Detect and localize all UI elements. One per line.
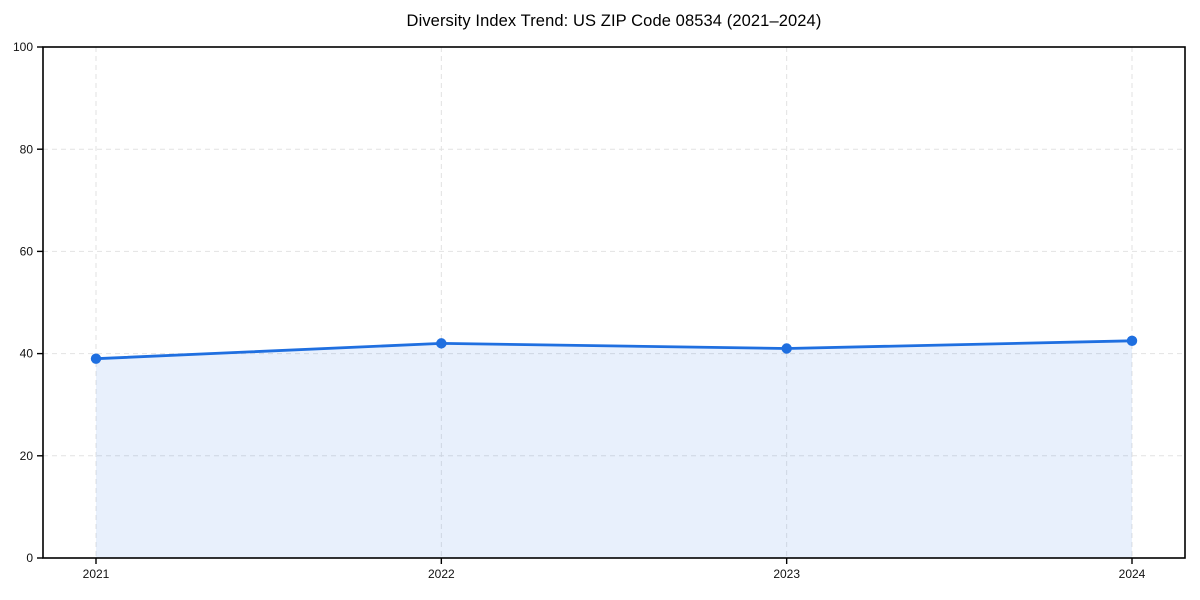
x-tick-label: 2024 [1119,567,1146,581]
plot-border [42,46,1186,559]
y-tick-label: 100 [13,40,33,54]
area-fill [96,340,1132,558]
data-point-2024 [1126,335,1138,347]
x-tick-label: 2022 [428,567,455,581]
trend-line [94,339,1134,361]
y-tick-label: 20 [20,449,34,463]
x-tick-label: 2023 [773,567,800,581]
y-tick-label: 80 [20,142,34,156]
data-point-2021 [90,353,102,364]
y-tick-label: 0 [26,551,33,565]
data-point-2022 [436,338,447,349]
data-point-2023 [781,343,792,354]
chart-title: Diversity Index Trend: US ZIP Code 08534… [406,12,822,30]
y-tick-label: 60 [20,244,34,258]
x-tick-label: 2021 [83,567,110,581]
y-tick-label: 40 [20,347,34,361]
